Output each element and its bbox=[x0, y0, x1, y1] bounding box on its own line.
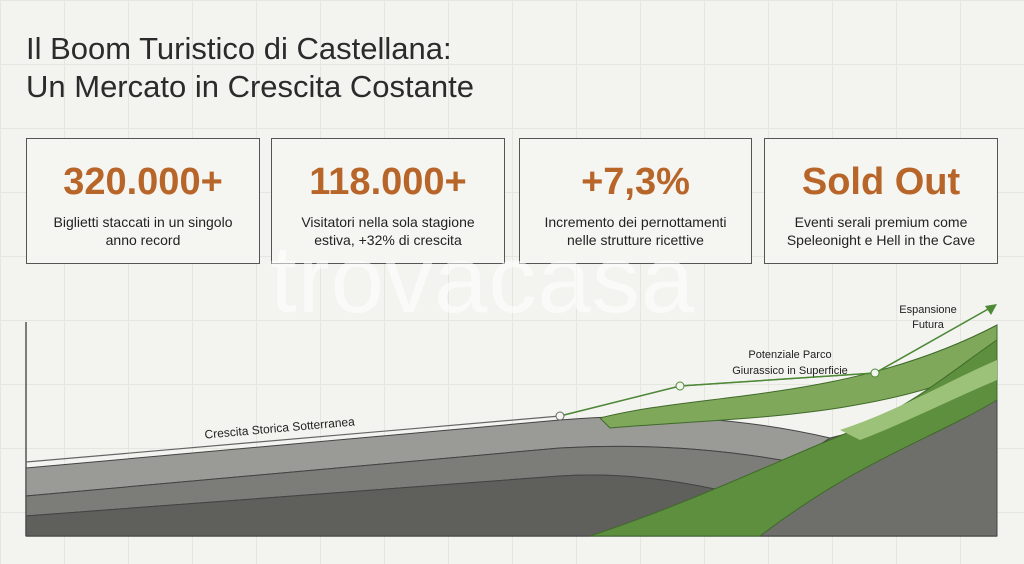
caption-line: estiva, +32% di crescita bbox=[314, 232, 462, 248]
stat-card: 320.000+ Biglietti staccati in un singolo… bbox=[26, 138, 260, 264]
stat-caption: Biglietti staccati in un singolo anno rec… bbox=[27, 213, 259, 249]
caption-line: anno record bbox=[105, 232, 181, 248]
title-line: Un Mercato in Crescita Costante bbox=[26, 69, 474, 104]
stat-card: Sold Out Eventi serali premium come Speleo… bbox=[764, 138, 998, 264]
stat-value: 320.000+ bbox=[63, 161, 223, 203]
stat-caption: Visitatori nella sola stagione estiva, +3… bbox=[272, 213, 504, 249]
title-line: Il Boom Turistico di Castellana: bbox=[26, 31, 452, 66]
caption-line: Biglietti staccati in un singolo bbox=[53, 214, 233, 230]
title: Il Boom Turistico di Castellana: Un Merca… bbox=[26, 30, 474, 106]
stat-card: 118.000+ Visitatori nella sola stagione es… bbox=[271, 138, 505, 264]
stat-value: Sold Out bbox=[801, 161, 961, 203]
caption-line: Incremento dei pernottamenti bbox=[544, 214, 727, 230]
stat-value: +7,3% bbox=[581, 161, 690, 203]
stat-card: +7,3% Incremento dei pernottamenti nelle s… bbox=[519, 138, 752, 264]
stat-value: 118.000+ bbox=[309, 161, 467, 203]
caption-line: Eventi serali premium come bbox=[794, 214, 968, 230]
caption-line: nelle strutture ricettive bbox=[567, 232, 704, 248]
stat-caption: Eventi serali premium come Speleonight e … bbox=[765, 213, 997, 249]
caption-line: Visitatori nella sola stagione bbox=[301, 214, 475, 230]
caption-line: Speleonight e Hell in the Cave bbox=[786, 232, 976, 248]
watermark: trovacasa bbox=[270, 226, 696, 333]
stat-caption: Incremento dei pernottamenti nelle strutt… bbox=[520, 213, 751, 249]
